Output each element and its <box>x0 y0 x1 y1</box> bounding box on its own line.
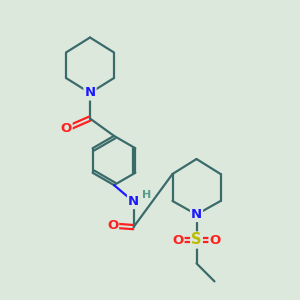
Text: N: N <box>191 208 202 221</box>
Text: O: O <box>172 233 184 247</box>
Text: N: N <box>128 195 139 208</box>
Text: O: O <box>60 122 72 136</box>
Text: S: S <box>191 232 202 247</box>
Text: O: O <box>107 219 118 232</box>
Text: N: N <box>84 86 96 100</box>
Text: O: O <box>209 233 221 247</box>
Text: H: H <box>142 190 151 200</box>
